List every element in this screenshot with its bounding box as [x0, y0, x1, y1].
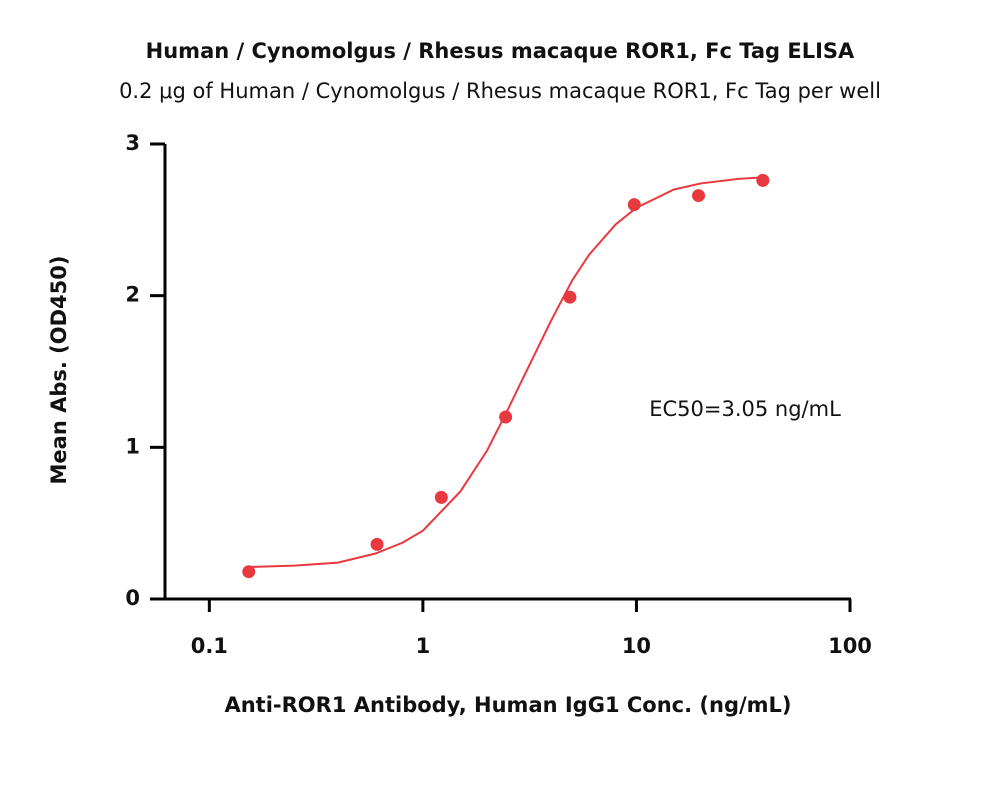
data-point — [370, 537, 384, 551]
y-axis-label: Mean Abs. (OD450) — [47, 256, 71, 485]
chart-subtitle: 0.2 μg of Human / Cynomolgus / Rhesus ma… — [119, 79, 881, 103]
data-point — [563, 290, 577, 304]
y-tick-label: 2 — [125, 283, 140, 307]
y-tick-label: 1 — [125, 434, 140, 458]
x-tick-label: 100 — [828, 634, 872, 658]
data-point — [499, 410, 513, 424]
data-point — [434, 490, 448, 504]
x-axis-label: Anti-ROR1 Antibody, Human IgG1 Conc. (ng… — [224, 693, 791, 717]
x-tick-label: 10 — [622, 634, 651, 658]
x-tick-label: 1 — [416, 634, 431, 658]
y-tick-label: 0 — [125, 586, 140, 610]
chart-title: Human / Cynomolgus / Rhesus macaque ROR1… — [146, 39, 855, 63]
data-point — [692, 189, 706, 203]
fit-curve — [246, 176, 763, 569]
data-point — [627, 198, 641, 212]
x-tick-label: 0.1 — [191, 634, 228, 658]
annotation: EC50=3.05 ng/mL — [649, 397, 841, 421]
data-point — [242, 565, 256, 579]
data-point — [756, 173, 770, 187]
y-tick-label: 3 — [125, 131, 140, 155]
